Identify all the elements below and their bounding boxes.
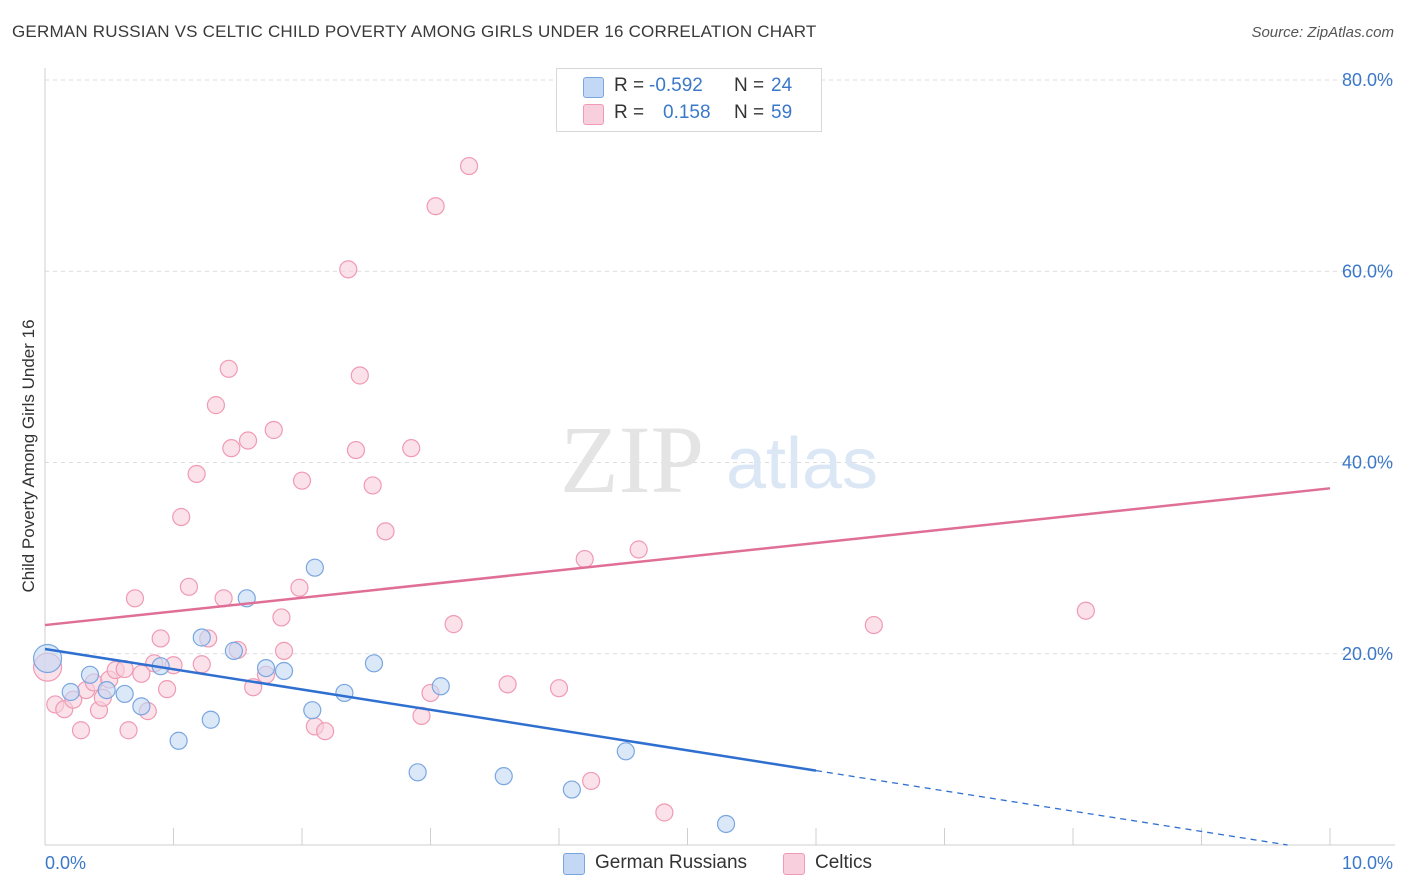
celtics-point	[350, 366, 369, 385]
celtics-point	[71, 721, 91, 740]
y-tick-label: 60.0%	[1342, 261, 1393, 281]
celtics-point	[222, 439, 241, 458]
x-tick-label: 10.0%	[1342, 853, 1393, 873]
german-russians-point	[431, 677, 450, 696]
celtics-point	[238, 431, 258, 450]
german-russians-point	[303, 701, 322, 720]
celtics-trend-line	[44, 487, 1331, 627]
y-tick-label: 40.0%	[1342, 453, 1393, 473]
celtics-point	[444, 615, 463, 634]
legend-n-value: 59	[771, 102, 793, 123]
celtics-point	[1076, 601, 1095, 620]
legend-r-value: -0.592	[649, 75, 703, 96]
german-russians-point	[169, 731, 188, 750]
celtics-point	[426, 197, 445, 216]
celtics-point	[582, 771, 601, 791]
watermark-zip: ZIP	[560, 406, 704, 513]
watermark-atlas: atlas	[726, 424, 878, 504]
chart-source: Source: ZipAtlas.com	[1251, 24, 1394, 41]
celtics-point	[339, 260, 358, 279]
legend-swatch-blue	[583, 77, 604, 98]
german-russians-trend-extension	[815, 769, 1288, 846]
celtics-point	[151, 629, 170, 648]
y-tick-label: 20.0%	[1342, 644, 1393, 664]
bottom-legend-label: Celtics	[815, 852, 873, 873]
german-russians-point	[132, 697, 151, 716]
celtics-point	[206, 396, 226, 415]
german-russians-point	[716, 814, 736, 834]
german-russians-point	[364, 654, 384, 673]
legend-r-label: R =	[614, 75, 645, 96]
celtics-point	[864, 615, 883, 635]
celtics-point	[376, 522, 395, 541]
celtics-point	[402, 439, 421, 458]
data-points	[32, 156, 1095, 834]
legend-r-value: 0.158	[663, 102, 711, 123]
celtics-point	[125, 589, 145, 608]
celtics-point	[346, 440, 366, 460]
celtics-point	[292, 471, 312, 490]
german-russians-trend-line	[44, 647, 817, 772]
trend-lines	[44, 487, 1331, 846]
celtics-point	[575, 549, 594, 569]
german-russians-point	[335, 683, 354, 703]
bottom-legend-swatch-pink	[783, 853, 805, 875]
axes	[44, 68, 1395, 846]
grid-lines	[45, 79, 1395, 655]
celtics-point	[274, 641, 294, 660]
german-russians-point	[201, 710, 220, 729]
german-russians-point	[408, 763, 427, 782]
chart-title: GERMAN RUSSIAN VS CELTIC CHILD POVERTY A…	[12, 22, 817, 41]
watermark: ZIP atlas	[560, 406, 878, 513]
celtics-point	[316, 722, 335, 741]
celtics-point	[290, 578, 309, 597]
german-russians-point	[274, 661, 294, 681]
y-tick-label: 80.0%	[1342, 70, 1393, 90]
german-russians-point	[224, 641, 243, 660]
celtics-point	[157, 680, 177, 699]
celtics-point	[629, 540, 648, 559]
celtics-point	[363, 476, 382, 495]
german-russians-point	[80, 665, 100, 684]
german-russians-point	[256, 658, 276, 678]
y-axis-label: Child Poverty Among Girls Under 16	[19, 319, 38, 592]
celtics-point	[172, 507, 191, 527]
bottom-legend-swatch-blue	[563, 853, 585, 875]
celtics-point	[219, 359, 238, 378]
x-tick-label: 0.0%	[45, 853, 86, 873]
celtics-point	[459, 156, 479, 176]
celtics-point	[549, 679, 569, 698]
celtics-point	[192, 655, 211, 674]
german-russians-point	[305, 558, 324, 577]
german-russians-point	[616, 742, 635, 761]
german-russians-point	[562, 780, 581, 799]
celtics-point	[655, 803, 674, 822]
legend-swatch-pink	[583, 104, 604, 125]
correlation-legend: R = -0.592 N = 24 R = 0.158 N = 59	[556, 68, 822, 132]
german-russians-point	[192, 628, 211, 647]
celtics-point	[264, 420, 283, 440]
german-russians-point	[61, 682, 80, 702]
german-russians-point	[115, 684, 134, 704]
legend-n-label: N =	[734, 102, 765, 123]
celtics-point	[179, 577, 199, 596]
celtics-point	[498, 675, 517, 694]
legend-n-value: 24	[771, 75, 793, 96]
german-russians-point	[494, 767, 513, 786]
bottom-legend-label: German Russians	[595, 852, 748, 873]
german-russians-point	[97, 680, 116, 700]
legend-n-label: N =	[734, 75, 765, 96]
celtics-point	[119, 721, 138, 740]
celtics-point	[272, 608, 291, 627]
tick-labels: 20.0% 40.0% 60.0% 80.0% 0.0% 10.0%	[45, 70, 1393, 873]
celtics-point	[187, 464, 206, 484]
legend-r-label: R =	[614, 102, 645, 123]
